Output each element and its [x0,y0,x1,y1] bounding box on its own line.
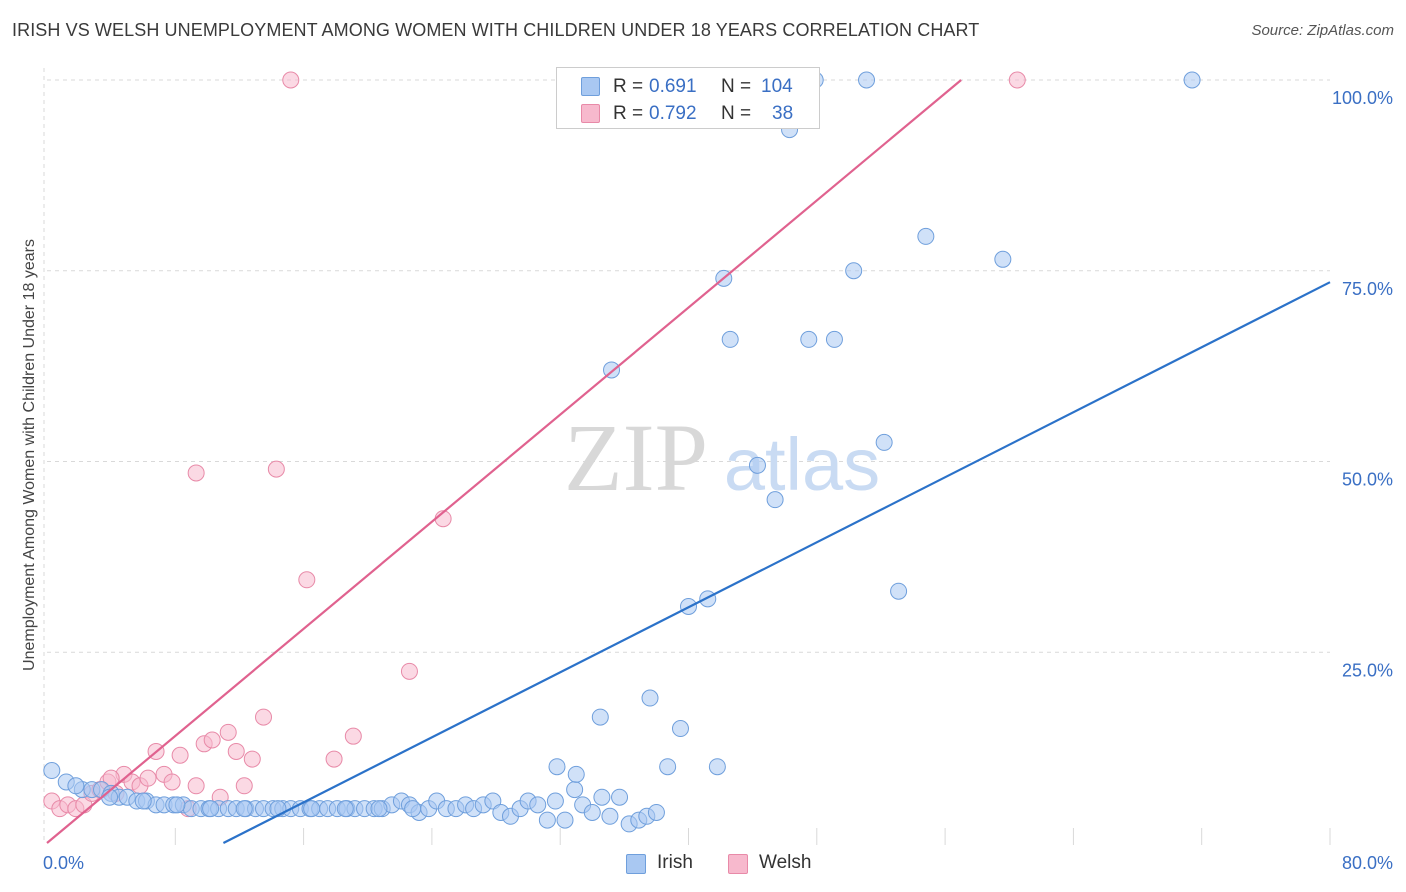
welsh-legend-swatch [728,854,748,874]
irish-point [917,227,935,245]
irish-n-label: N = [721,76,752,97]
x-tick-label-max: 80.0% [1342,853,1393,873]
irish-point [825,330,843,348]
welsh-point [219,723,237,741]
irish-point [370,800,388,818]
welsh-point [282,71,300,89]
irish-point [336,800,354,818]
irish-point [1183,71,1201,89]
welsh-point [235,777,253,795]
irish-point [404,800,422,818]
welsh-point [171,746,189,764]
y-tick-label: 100.0% [1332,88,1393,108]
irish-point [556,811,574,829]
irish-point [659,758,677,776]
irish-point [202,800,220,818]
welsh-r-label: R = [613,103,644,124]
irish-point [593,788,611,806]
welsh-r-value: 0.792 [649,103,697,124]
irish-point [708,758,726,776]
irish-point [67,777,85,795]
axis-ticks: 25.0% 50.0% 75.0% 100.0% 0.0% 80.0% [43,88,1393,873]
regression-lines [46,79,1331,844]
irish-point [800,330,818,348]
welsh-point [325,750,343,768]
welsh-point [163,773,181,791]
irish-point [766,491,784,509]
irish-point [583,803,601,821]
source-label: Source: ZipAtlas.com [1251,22,1394,39]
irish-point [641,689,659,707]
welsh-n-value: 38 [772,103,794,124]
irish-point [567,765,585,783]
y-tick-label: 50.0% [1342,470,1393,490]
y-tick-label: 75.0% [1342,279,1393,299]
welsh-point [344,727,362,745]
irish-point [699,590,717,608]
irish-point [235,800,253,818]
stats-legend: R = 0.691 N = 104 R = 0.792 N = 38 [556,67,820,129]
welsh-point [187,464,205,482]
x-tick-label-min: 0.0% [43,853,84,873]
irish-point [43,762,61,780]
irish-point [858,71,876,89]
irish-n-value: 104 [761,76,793,97]
irish-point [134,792,152,810]
irish-point [845,262,863,280]
irish-point [890,582,908,600]
welsh-point [255,708,273,726]
welsh-swatch [581,104,600,123]
chart-title: IRISH VS WELSH UNEMPLOYMENT AMONG WOMEN … [12,20,980,40]
irish-point [647,803,665,821]
irish-point [538,811,556,829]
irish-point [994,250,1012,268]
welsh-point [1008,71,1026,89]
irish-point [671,720,689,738]
irish-point [303,800,321,818]
watermark-atlas: atlas [724,423,880,506]
irish-point [168,796,186,814]
irish-r-label: R = [613,76,644,97]
y-tick-label: 25.0% [1342,660,1393,680]
watermark: ZIP atlas [564,404,880,511]
irish-point [748,456,766,474]
welsh-point [298,571,316,589]
irish-point [546,792,564,810]
irish-regression-line [222,281,1331,844]
welsh-point [203,731,221,749]
welsh-n-label: N = [721,103,752,124]
irish-point [611,788,629,806]
watermark-zip: ZIP [564,404,708,511]
irish-legend-label: Irish [657,852,693,873]
irish-legend-swatch [626,854,646,874]
welsh-point [243,750,261,768]
irish-point [591,708,609,726]
irish-point [721,330,739,348]
irish-point [529,796,547,814]
irish-point [548,758,566,776]
irish-points [43,71,1201,833]
welsh-point [187,777,205,795]
welsh-point [227,742,245,760]
welsh-regression-line [46,79,962,844]
welsh-legend-label: Welsh [759,852,812,873]
irish-point [875,433,893,451]
welsh-point [400,662,418,680]
irish-swatch [581,77,600,96]
irish-point [601,807,619,825]
welsh-point [267,460,285,478]
irish-r-value: 0.691 [649,76,697,97]
welsh-point [139,769,157,787]
irish-point [566,781,584,799]
